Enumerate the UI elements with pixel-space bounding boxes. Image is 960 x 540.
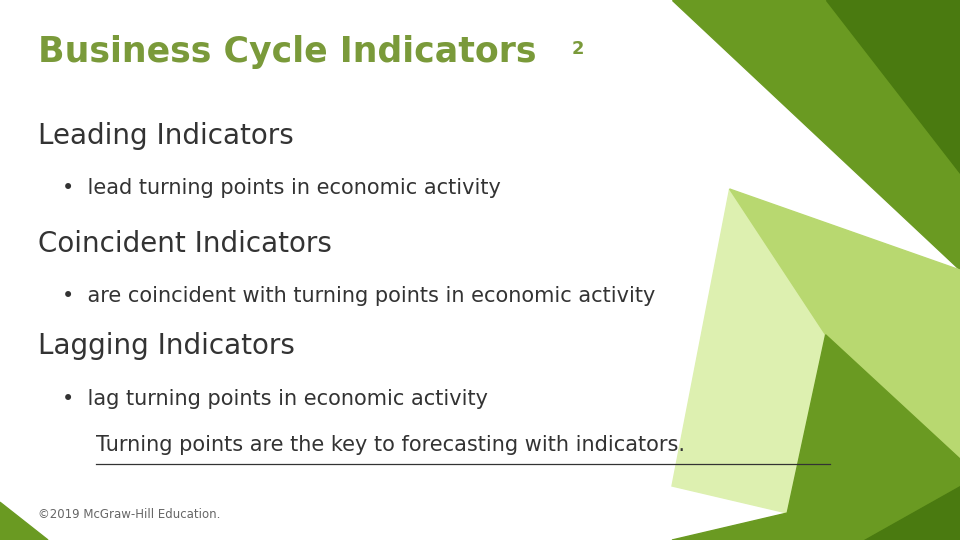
Text: •  lag turning points in economic activity: • lag turning points in economic activit… [62,389,489,409]
Polygon shape [672,189,826,513]
Text: 2: 2 [571,40,584,58]
Text: •  are coincident with turning points in economic activity: • are coincident with turning points in … [62,286,656,306]
Text: Lagging Indicators: Lagging Indicators [38,332,296,360]
Polygon shape [0,502,48,540]
Text: Coincident Indicators: Coincident Indicators [38,230,332,258]
Polygon shape [672,335,960,540]
Polygon shape [730,189,960,459]
Polygon shape [864,486,960,540]
Text: Business Cycle Indicators: Business Cycle Indicators [38,35,537,69]
Text: ©2019 McGraw-Hill Education.: ©2019 McGraw-Hill Education. [38,508,221,521]
Polygon shape [826,0,960,173]
Polygon shape [672,0,960,270]
Text: Turning points are the key to forecasting with indicators.: Turning points are the key to forecastin… [96,435,685,455]
Text: •  lead turning points in economic activity: • lead turning points in economic activi… [62,178,501,198]
Text: Leading Indicators: Leading Indicators [38,122,294,150]
